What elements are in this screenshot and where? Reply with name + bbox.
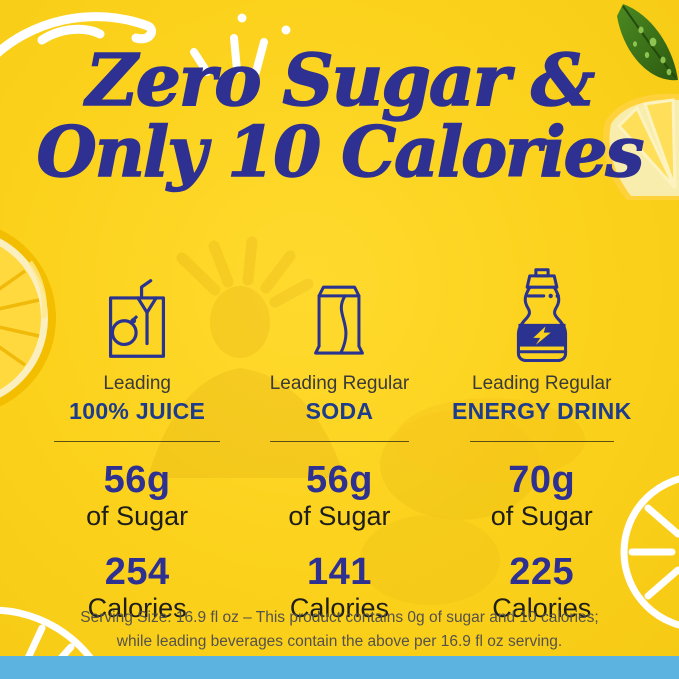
- serving-size-line-1: Serving Size: 16.9 fl oz – This product …: [80, 609, 599, 626]
- calories-value: 141: [306, 550, 372, 593]
- serving-size-note: Serving Size: 16.9 fl oz – This product …: [48, 606, 631, 654]
- sugar-value: 56g: [103, 459, 171, 501]
- headline-line-1: Zero Sugar &: [85, 38, 596, 122]
- beverage-name: ENERGY DRINK: [451, 398, 632, 424]
- beverage-comparison: Leading 100% JUICE 56g of Sugar 254 Calo…: [36, 268, 643, 624]
- calories-value: 225: [509, 550, 575, 593]
- serving-size-line-2: while leading beverages contain the abov…: [116, 633, 563, 651]
- qualifier-label: Leading Regular: [472, 373, 612, 394]
- sugar-value: 70g: [508, 459, 576, 501]
- cloud-doodle-decoration: [0, 12, 156, 57]
- column-juice: Leading 100% JUICE 56g of Sugar 254 Calo…: [36, 268, 238, 624]
- calories-unit-label: Calories: [289, 592, 389, 623]
- lemon-wedge-leaf-photo: [603, 4, 679, 200]
- column-soda: Leading Regular SODA 56g of Sugar 141 Ca…: [238, 268, 440, 624]
- headline-line-2: Only 10 Calories: [36, 112, 645, 194]
- headline: Zero Sugar & Only 10 Calories: [0, 38, 679, 194]
- beverage-name: 100% JUICE: [69, 398, 206, 424]
- divider-line: [54, 441, 221, 442]
- sugar-unit-label: of Sugar: [86, 500, 189, 531]
- energy-drink-bottle-icon: [441, 268, 643, 364]
- divider-line: [269, 441, 410, 442]
- bottom-blue-band: [0, 656, 679, 679]
- calories-unit-label: Calories: [87, 592, 187, 623]
- sparkle-burst-icon: [190, 13, 291, 76]
- column-energy-drink: Leading Regular ENERGY DRINK 70g of Suga…: [441, 268, 643, 624]
- sugar-unit-label: of Sugar: [288, 500, 391, 531]
- beverage-name: SODA: [305, 398, 374, 424]
- qualifier-label: Leading: [103, 373, 171, 394]
- half-lemon-photo: [0, 229, 56, 407]
- sugar-unit-label: of Sugar: [490, 500, 593, 531]
- soda-can-icon: [238, 268, 440, 364]
- calories-unit-label: Calories: [492, 592, 592, 623]
- lemon-slice-lineart-right: [620, 475, 679, 629]
- calories-value: 254: [104, 550, 170, 593]
- sugar-value: 56g: [305, 459, 373, 501]
- qualifier-label: Leading Regular: [269, 373, 410, 394]
- divider-line: [469, 441, 614, 442]
- juice-carton-icon: [36, 268, 238, 364]
